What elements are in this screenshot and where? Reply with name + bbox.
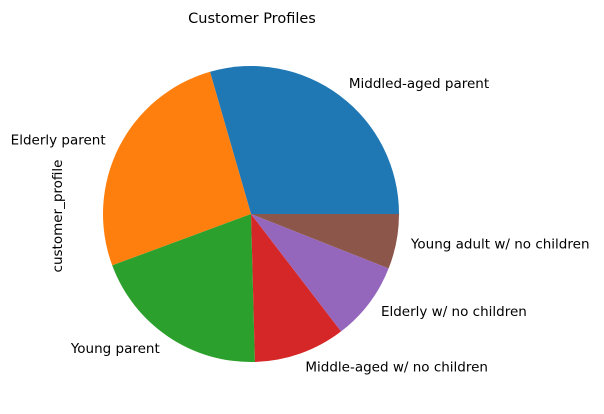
pie-slices	[102, 66, 399, 362]
slice-label: Elderly parent	[11, 133, 106, 149]
slice-label: Elderly w/ no children	[381, 304, 527, 320]
slice-label: Young parent	[70, 341, 160, 357]
chart-title: Customer Profiles	[188, 11, 316, 27]
slice-label: Middled-aged parent	[349, 76, 489, 92]
pie-slice	[251, 214, 389, 332]
pie-slice	[102, 71, 251, 266]
pie-slice	[251, 214, 342, 362]
pie-labels: Middled-aged parent Elderly parent Young p…	[11, 76, 590, 376]
slice-label: Middle-aged w/ no children	[305, 359, 488, 375]
y-axis-label: customer_profile	[50, 160, 66, 273]
slice-label: Young adult w/ no children	[410, 236, 590, 252]
pie-slice	[112, 214, 255, 362]
pie-slice	[251, 214, 399, 269]
pie-slice	[209, 66, 399, 214]
